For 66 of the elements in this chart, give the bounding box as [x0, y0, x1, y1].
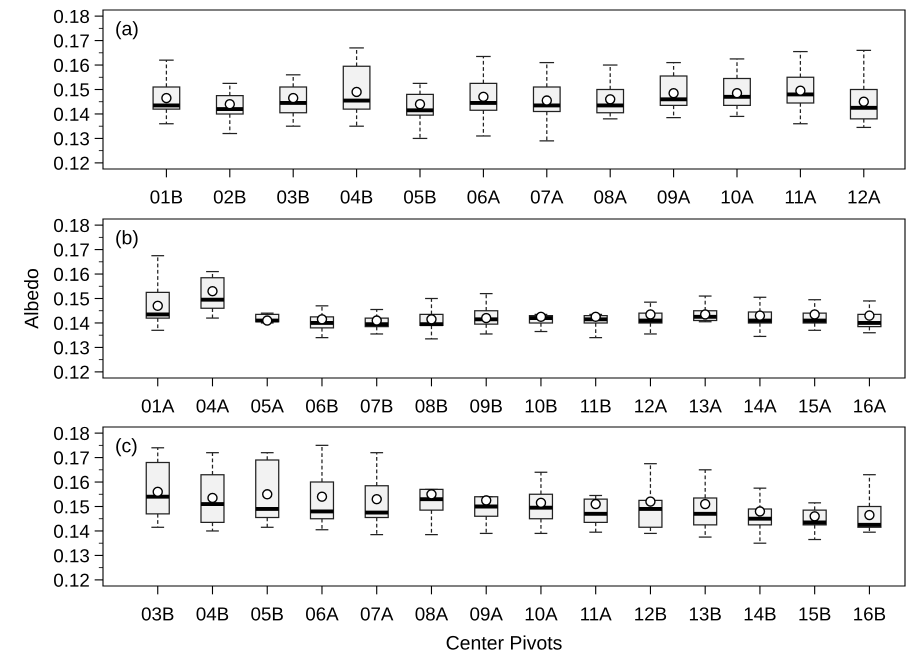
x-tick-label: 11A — [581, 608, 612, 620]
x-tick-label: 02B — [214, 190, 246, 204]
x-tick-label: 14B — [744, 608, 776, 620]
x-tick-label: 04B — [196, 607, 228, 621]
y-axis-title: Albedo — [24, 269, 38, 329]
y-tick-label: 0.16 — [54, 58, 89, 72]
x-tick-label: 05B — [251, 607, 283, 621]
x-tick-label: 15A — [799, 400, 832, 413]
x-tick-label: 10A — [722, 190, 754, 204]
x-tick-label: 03B — [277, 190, 309, 204]
y-tick-label: 0.18 — [54, 10, 89, 24]
annotation: (b) — [116, 230, 138, 248]
y-tick-label: 0.14 — [54, 524, 90, 538]
x-tick-label: 12A — [848, 190, 880, 204]
x-tick-label: 12A — [635, 399, 668, 412]
x-tick-label: 16A — [854, 399, 886, 413]
x-tick-label: 11B — [581, 400, 611, 412]
x-tick-label: 01A — [142, 399, 174, 413]
x-tick-label: 09A — [470, 607, 503, 621]
y-tick-label: 0.16 — [54, 268, 89, 282]
x-tick-label: 03B — [142, 607, 174, 621]
x-tick-label: 04B — [340, 190, 372, 204]
annotation: (a) — [116, 21, 138, 40]
x-tick-label: 13A — [690, 399, 722, 413]
x-tick-label: 15B — [799, 608, 830, 621]
y-tick-label: 0.14 — [54, 316, 90, 330]
x-tick-label: 07B — [360, 399, 392, 413]
x-tick-label: 04A — [196, 399, 230, 413]
x-tick-label: 16B — [854, 607, 886, 621]
y-tick-label: 0.13 — [54, 132, 89, 146]
annotation: (c) — [116, 438, 136, 456]
x-axis-title: Center Pivots — [446, 635, 562, 650]
y-tick-label: 0.12 — [54, 156, 89, 170]
x-tick-label: 10B — [526, 399, 557, 413]
y-tick-label: 0.15 — [54, 83, 90, 96]
x-tick-label: 07A — [530, 190, 564, 204]
x-tick-label: 08A — [594, 190, 627, 204]
x-tick-label: 12B — [635, 607, 666, 620]
x-tick-label: 01B — [150, 190, 182, 204]
y-tick-label: 0.14 — [54, 108, 90, 121]
y-tick-label: 0.17 — [54, 34, 89, 48]
y-tick-label: 0.12 — [54, 574, 89, 587]
y-tick-label: 0.16 — [54, 476, 89, 490]
y-tick-label: 0.18 — [54, 218, 89, 232]
y-tick-label: 0.13 — [54, 341, 89, 354]
y-tick-label: 0.15 — [54, 292, 90, 306]
x-tick-label: 08A — [416, 607, 448, 621]
x-tick-label: 07A — [360, 607, 394, 621]
x-tick-label: 06A — [306, 607, 339, 621]
x-tick-label: 13B — [690, 607, 721, 621]
x-tick-label: 10A — [526, 607, 558, 621]
x-tick-label: 14A — [744, 400, 777, 412]
x-tick-label: 06A — [467, 190, 500, 204]
y-tick-label: 0.15 — [54, 500, 90, 514]
x-tick-label: 11A — [786, 190, 816, 204]
y-tick-label: 0.13 — [54, 549, 89, 562]
y-tick-label: 0.18 — [54, 426, 89, 440]
y-tick-label: 0.17 — [54, 243, 89, 257]
x-tick-label: 09A — [658, 190, 690, 204]
x-tick-label: 08B — [416, 399, 448, 413]
x-tick-label: 09B — [470, 399, 502, 413]
y-tick-label: 0.17 — [54, 451, 89, 465]
x-tick-label: 05B — [404, 190, 436, 204]
y-tick-label: 0.12 — [54, 366, 89, 379]
x-tick-label: 06B — [306, 399, 338, 413]
x-tick-label: 05A — [251, 399, 284, 413]
